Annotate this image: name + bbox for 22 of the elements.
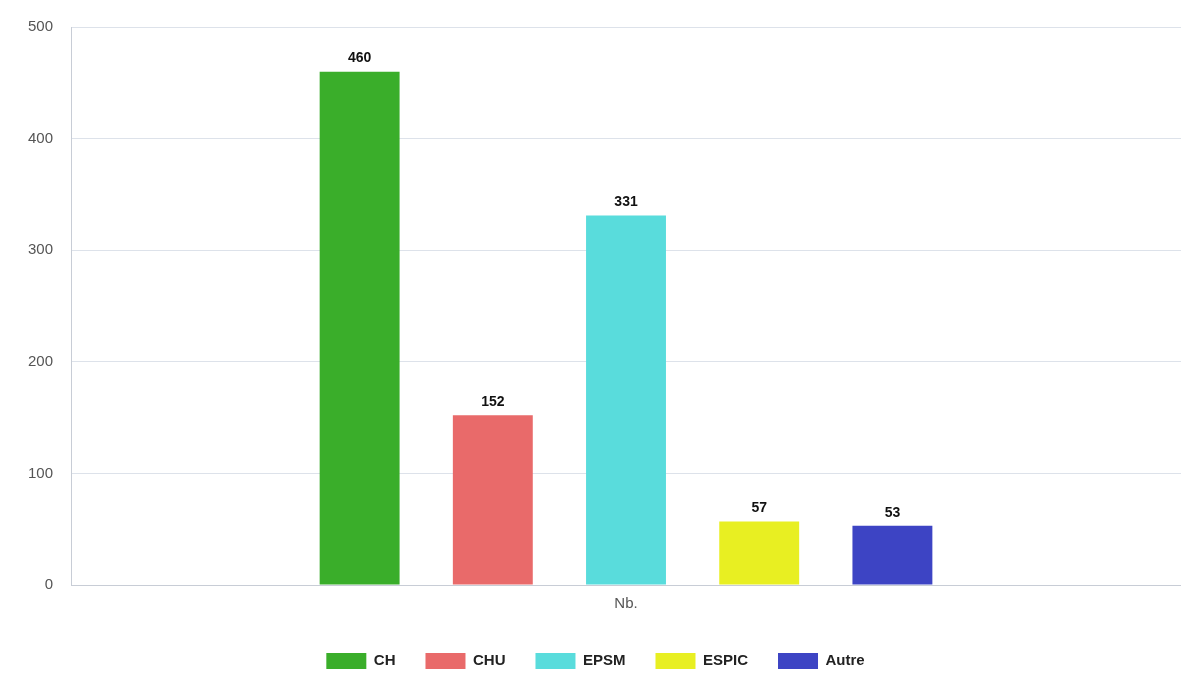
legend-label: Autre xyxy=(825,651,865,669)
data-label: 53 xyxy=(884,503,901,520)
bar xyxy=(319,71,400,585)
y-tick-label: 200 xyxy=(28,351,54,369)
legend-label: ESPIC xyxy=(702,651,749,669)
data-label: 460 xyxy=(347,49,372,66)
bar xyxy=(719,521,800,585)
data-label: 331 xyxy=(614,193,638,210)
y-tick-label: 0 xyxy=(44,575,54,593)
data-label: 57 xyxy=(751,499,768,516)
bar xyxy=(452,415,533,585)
data-label: 152 xyxy=(481,393,505,410)
y-tick-label: 300 xyxy=(28,240,54,258)
legend-label: CH xyxy=(373,651,396,669)
y-tick-label: 400 xyxy=(28,128,54,146)
x-tick-label: Nb. xyxy=(614,594,638,612)
y-tick-label: 500 xyxy=(28,17,54,35)
legend-label: CHU xyxy=(472,651,506,669)
bar xyxy=(586,215,666,585)
y-tick-label: 100 xyxy=(28,463,54,481)
bar xyxy=(852,525,933,585)
legend-label: EPSM xyxy=(582,651,626,669)
